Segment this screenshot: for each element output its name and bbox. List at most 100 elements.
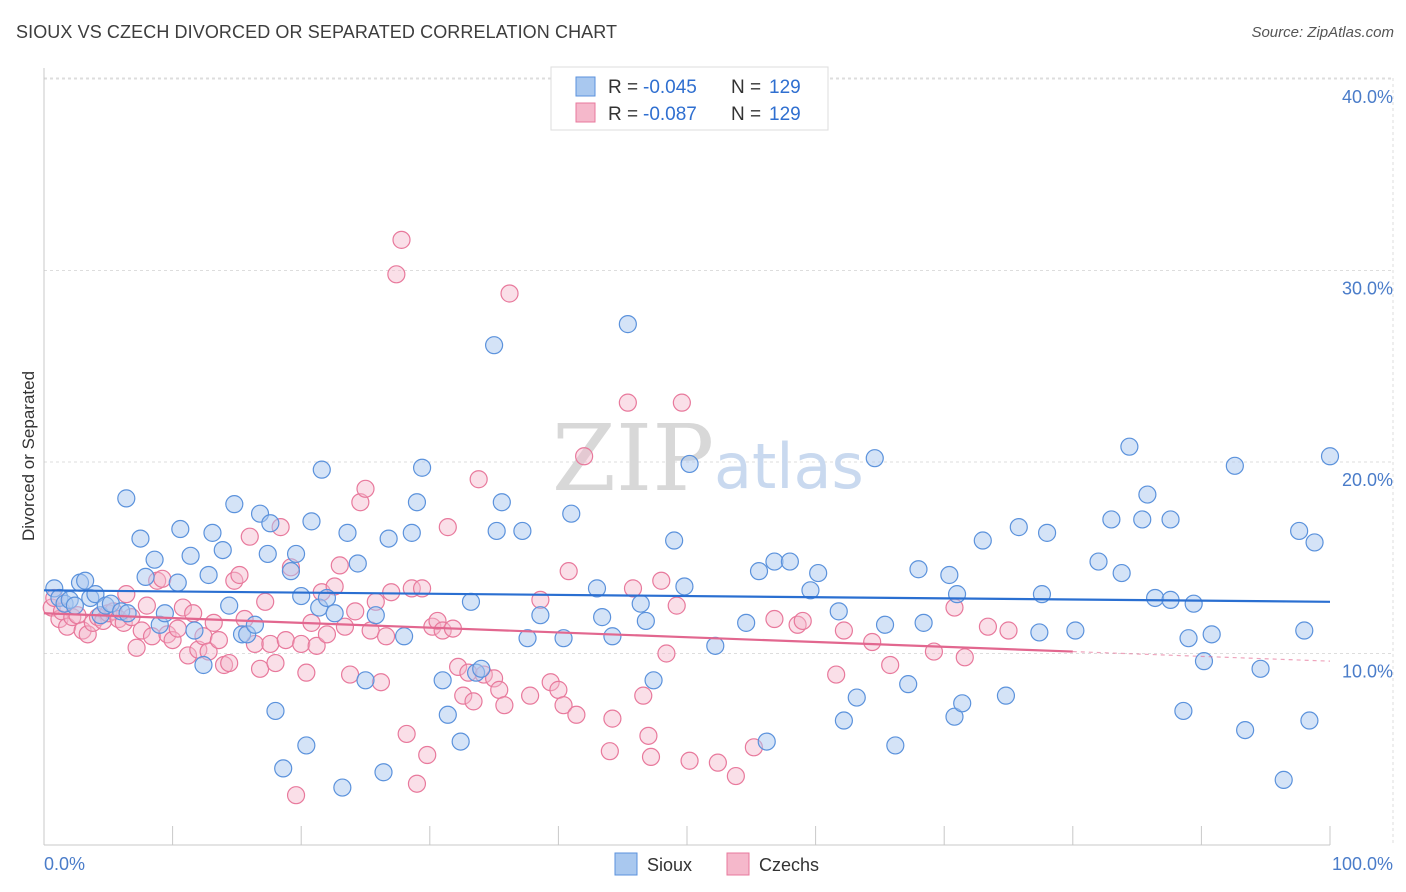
sioux-point[interactable] [953, 694, 972, 713]
czech-point[interactable] [132, 621, 151, 640]
sioux-point[interactable] [554, 629, 573, 648]
sioux-point[interactable] [65, 596, 84, 615]
czech-point[interactable] [250, 659, 270, 678]
czech-point[interactable] [204, 613, 223, 632]
czech-point[interactable] [178, 646, 198, 665]
sioux-point[interactable] [1030, 623, 1049, 642]
sioux-point[interactable] [749, 562, 769, 581]
sioux-point[interactable] [780, 552, 799, 571]
sioux-point[interactable] [472, 659, 491, 678]
sioux-point[interactable] [757, 732, 776, 751]
czech-point[interactable] [765, 609, 784, 629]
czech-point[interactable] [485, 669, 504, 688]
czech-point[interactable] [173, 598, 192, 617]
sioux-point[interactable] [1174, 701, 1193, 721]
sioux-point[interactable] [1320, 447, 1340, 466]
sioux-point[interactable] [899, 675, 918, 694]
sioux-point[interactable] [1251, 659, 1270, 678]
sioux-point[interactable] [1146, 588, 1165, 608]
sioux-point[interactable] [407, 493, 427, 512]
sioux-point[interactable] [1179, 629, 1198, 648]
sioux-point[interactable] [245, 615, 265, 634]
czech-point[interactable] [317, 625, 337, 644]
czech-point[interactable] [163, 630, 182, 650]
czech-point[interactable] [672, 393, 691, 412]
czech-point[interactable] [448, 657, 468, 677]
czech-point[interactable] [240, 527, 259, 546]
sioux-point[interactable] [809, 563, 828, 583]
sioux-point[interactable] [292, 586, 311, 606]
sioux-point[interactable] [947, 585, 967, 604]
sioux-point[interactable] [801, 581, 820, 600]
sioux-point[interactable] [1305, 533, 1324, 552]
czech-point[interactable] [641, 747, 661, 767]
czech-point[interactable] [351, 493, 370, 512]
sioux-point[interactable] [185, 621, 204, 640]
czech-point[interactable] [708, 753, 727, 772]
sioux-point[interactable] [461, 592, 481, 611]
czech-point[interactable] [266, 653, 285, 673]
czech-point[interactable] [392, 230, 411, 249]
czech-point[interactable] [549, 680, 568, 699]
legend-label-czechs[interactable]: Czechs [759, 855, 819, 875]
czech-point[interactable] [618, 393, 637, 412]
czech-point[interactable] [999, 621, 1018, 640]
sioux-point[interactable] [312, 460, 331, 479]
sioux-point[interactable] [675, 577, 694, 596]
sioux-point[interactable] [131, 529, 150, 548]
czech-point[interactable] [376, 627, 396, 646]
sioux-point[interactable] [945, 707, 964, 726]
czech-point[interactable] [554, 696, 573, 715]
czech-point[interactable] [495, 696, 514, 715]
czech-point[interactable] [454, 686, 473, 705]
czech-point[interactable] [793, 611, 812, 631]
czech-point[interactable] [438, 518, 457, 537]
sioux-point[interactable] [636, 611, 655, 631]
sioux-point[interactable] [1202, 625, 1221, 644]
sioux-point[interactable] [531, 606, 550, 625]
czech-point[interactable] [827, 665, 846, 684]
czech-point[interactable] [225, 571, 244, 590]
sioux-point[interactable] [914, 613, 933, 632]
czech-point[interactable] [652, 571, 671, 590]
sioux-point[interactable] [644, 671, 663, 690]
legend-swatch-sioux[interactable] [614, 852, 638, 876]
sioux-point[interactable] [847, 688, 866, 707]
sioux-point[interactable] [1089, 552, 1108, 571]
sioux-point[interactable] [513, 521, 532, 541]
sioux-point[interactable] [325, 604, 344, 623]
sioux-point[interactable] [829, 602, 848, 621]
czech-point[interactable] [127, 638, 146, 657]
sioux-point[interactable] [1120, 437, 1139, 456]
sioux-point[interactable] [487, 521, 506, 541]
sioux-point[interactable] [258, 544, 277, 564]
czech-point[interactable] [340, 665, 360, 684]
sioux-point[interactable] [1300, 711, 1319, 730]
czech-point[interactable] [371, 673, 391, 692]
sioux-point[interactable] [145, 550, 164, 569]
czech-point[interactable] [407, 774, 427, 793]
sioux-point[interactable] [1274, 770, 1293, 789]
sioux-point[interactable] [220, 596, 239, 615]
sioux-point[interactable] [412, 458, 432, 477]
czech-point[interactable] [153, 569, 172, 588]
czech-point[interactable] [834, 621, 853, 640]
czech-point[interactable] [256, 592, 275, 611]
czech-point[interactable] [78, 625, 97, 644]
sioux-point[interactable] [1133, 510, 1152, 529]
sioux-point[interactable] [274, 759, 293, 778]
sioux-point[interactable] [225, 495, 244, 514]
sioux-point[interactable] [973, 531, 992, 550]
czech-point[interactable] [297, 663, 316, 682]
sioux-point[interactable] [909, 560, 928, 579]
czech-point[interactable] [639, 726, 658, 745]
czech-point[interactable] [220, 653, 239, 673]
sioux-point[interactable] [366, 606, 385, 625]
czech-point[interactable] [397, 724, 416, 744]
sioux-point[interactable] [1295, 621, 1314, 640]
sioux-point[interactable] [1225, 456, 1244, 475]
czech-point[interactable] [307, 636, 326, 655]
sioux-point[interactable] [168, 573, 187, 592]
sioux-point[interactable] [338, 523, 357, 542]
sioux-point[interactable] [394, 627, 414, 646]
